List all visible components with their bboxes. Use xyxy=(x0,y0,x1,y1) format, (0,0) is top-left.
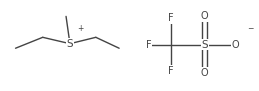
Text: O: O xyxy=(232,40,240,50)
Text: S: S xyxy=(201,40,208,50)
Text: −: − xyxy=(247,25,253,34)
Text: S: S xyxy=(67,39,73,49)
Text: +: + xyxy=(78,24,84,33)
Text: F: F xyxy=(168,66,174,76)
Text: O: O xyxy=(201,11,208,21)
Text: F: F xyxy=(168,13,174,23)
Text: F: F xyxy=(146,40,152,50)
Text: O: O xyxy=(201,68,208,78)
